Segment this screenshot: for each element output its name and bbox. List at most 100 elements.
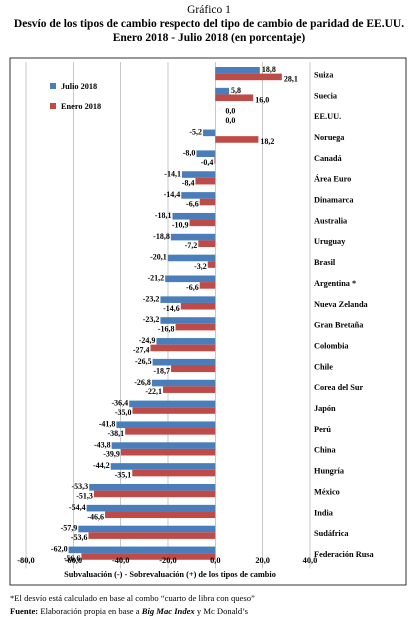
x-tick-label: -40,0 [112, 556, 129, 565]
value-label: -23,2 [143, 294, 160, 303]
value-label: -26,8 [134, 378, 151, 387]
bar [116, 421, 216, 429]
bar [78, 525, 216, 533]
value-label: -27,4 [133, 345, 150, 354]
category-label: EE.UU. [314, 112, 341, 121]
bar [93, 490, 216, 498]
value-label: -35,0 [115, 408, 132, 417]
bar [86, 504, 216, 512]
x-tick-labels: -80,0 -60,0 -40,0 -20,0 0,0 20,0 40,0 [17, 556, 317, 565]
value-label: -22,1 [145, 387, 162, 396]
value-label: -10,9 [172, 220, 189, 229]
bar-chart: 18,828,15,816,00,00,0-5,218,2-8,0-0,4-14… [9, 57, 407, 586]
bar [165, 275, 216, 283]
category-label: Suecia [314, 91, 338, 100]
bar [180, 302, 216, 310]
bar [170, 233, 216, 241]
value-label: -36,4 [112, 399, 129, 408]
bars [68, 67, 282, 560]
value-label: -43,8 [94, 440, 111, 449]
x-tick-label: 40,0 [303, 556, 318, 565]
bar [88, 532, 216, 539]
value-label: -41,8 [99, 419, 116, 428]
bar [196, 150, 216, 157]
bar [215, 73, 282, 81]
bar [198, 240, 216, 247]
legend-swatch [50, 103, 56, 109]
x-tick-label: -60,0 [65, 556, 82, 565]
legend-label: Enero 2018 [61, 102, 101, 111]
bar [151, 379, 216, 387]
bar [152, 358, 216, 366]
legend: Julio 2018 Enero 2018 [50, 82, 101, 111]
x-tick-label: 20,0 [255, 556, 270, 565]
x-axis-label: Subvaluación (-) - Sobrevaluación (+) de… [64, 570, 276, 579]
category-label: Australia [314, 216, 348, 225]
source-text-italic: Big Mac Index [141, 606, 195, 616]
bar [160, 317, 216, 324]
value-label: -0,4 [201, 158, 214, 167]
value-label: 18,2 [260, 137, 274, 146]
chart-title-line2: Enero 2018 - Julio 2018 (en porcentaje) [112, 31, 306, 44]
x-tick-label: 0,0 [210, 556, 220, 565]
bar [207, 261, 216, 268]
legend-swatch [50, 83, 56, 89]
x-tick-label: -80,0 [17, 556, 34, 565]
chart-title-line1: Desvío de los tipos de cambio respecto d… [13, 18, 405, 30]
value-label: -6,6 [186, 283, 199, 292]
value-label: 18,8 [262, 65, 276, 74]
bar [189, 219, 216, 227]
bar [81, 553, 216, 560]
footnote: *El desvío está calculado en base al com… [10, 593, 255, 603]
value-label: -54,4 [69, 503, 86, 512]
bar [199, 198, 216, 206]
category-label: India [314, 508, 334, 517]
category-label: Perú [314, 425, 331, 434]
value-label: -3,2 [194, 262, 207, 271]
category-label: Chile [314, 362, 333, 371]
value-label: -56,6 [64, 554, 81, 563]
value-label: 5,8 [231, 86, 241, 95]
x-tick-label: -20,0 [159, 556, 176, 565]
bar [129, 400, 216, 408]
category-label: Dinamarca [314, 196, 354, 205]
bar [132, 407, 216, 414]
value-label: -7,2 [185, 241, 198, 250]
source-text-a: Elaboración propia en base a [38, 606, 142, 616]
bar [215, 87, 230, 95]
chart-label: Gráfico 1 [187, 4, 231, 16]
bar [214, 157, 216, 164]
bar [120, 448, 216, 456]
value-label: -14,1 [164, 169, 181, 178]
bar [156, 338, 216, 345]
value-label: -62,0 [51, 545, 68, 554]
bar [110, 463, 216, 470]
bar [150, 344, 216, 352]
category-label: Canadá [314, 154, 343, 163]
bar [195, 177, 216, 185]
bar [215, 67, 260, 74]
value-label: -14,6 [163, 304, 180, 313]
category-label: Uruguay [314, 237, 346, 246]
value-label: -44,2 [93, 461, 110, 470]
category-label: Colombia [314, 341, 349, 350]
source-label: Fuente: [10, 606, 39, 616]
category-label: Japón [314, 404, 336, 413]
category-labels: Suiza Suecia EE.UU. Noruega Canadá Área Euro D… [314, 70, 375, 559]
bar [111, 442, 216, 449]
value-label: -16,8 [158, 325, 175, 334]
value-label: 0,0 [225, 116, 235, 125]
value-label: -18,8 [153, 232, 170, 241]
category-label: China [314, 446, 337, 455]
value-label: -24,9 [139, 336, 156, 345]
category-label: Federación Rusa [314, 550, 375, 559]
source-note: Fuente: Elaboración propia en base a Big… [10, 606, 248, 616]
category-label: Argentina * [314, 279, 356, 288]
bar [89, 484, 216, 491]
bar [181, 171, 216, 178]
chart-title: Desvío de los tipos de cambio respecto d… [0, 18, 418, 45]
value-label: -26,5 [135, 357, 152, 366]
bar [125, 428, 216, 435]
value-labels: 18,828,15,816,00,00,0-5,218,2-8,0-0,4-14… [51, 65, 298, 563]
category-label: Nueva Zelanda [314, 300, 369, 309]
